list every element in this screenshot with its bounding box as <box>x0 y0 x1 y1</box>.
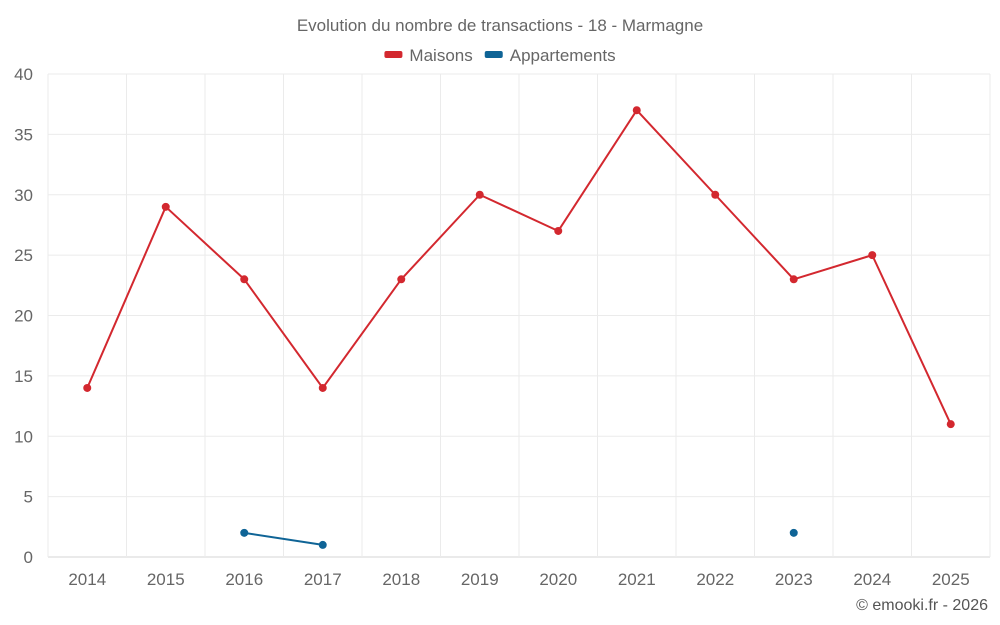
y-tick-label: 5 <box>24 488 33 507</box>
x-tick-label: 2025 <box>932 570 970 589</box>
legend-swatch <box>384 51 403 58</box>
legend-item-appartements: Appartements <box>484 46 616 65</box>
series-line <box>244 531 323 546</box>
data-point <box>240 275 249 284</box>
data-point <box>83 383 92 392</box>
legend-swatch <box>484 51 503 58</box>
data-point <box>711 190 720 199</box>
x-tick-label: 2024 <box>853 570 891 589</box>
series-line <box>86 109 952 425</box>
x-axis: 2014 2015 2016 2017 2018 2019 2020 2021 2022 2023… <box>68 570 969 589</box>
y-axis: 0 5 10 15 20 25 30 35 40 <box>14 65 33 567</box>
legend-label: Maisons <box>409 46 472 65</box>
x-tick-label: 2020 <box>539 570 577 589</box>
data-point <box>318 383 327 392</box>
x-tick-label: 2023 <box>775 570 813 589</box>
data-point <box>868 251 877 260</box>
legend: Maisons Appartements <box>384 46 616 65</box>
data-point <box>632 106 641 115</box>
y-tick-label: 30 <box>14 186 33 205</box>
chart-title: Evolution du nombre de transactions - 18… <box>297 16 703 35</box>
x-tick-label: 2014 <box>68 570 106 589</box>
y-tick-label: 35 <box>14 125 33 144</box>
x-tick-label: 2017 <box>304 570 342 589</box>
x-tick-label: 2021 <box>618 570 656 589</box>
x-tick-label: 2019 <box>461 570 499 589</box>
x-tick-label: 2022 <box>696 570 734 589</box>
x-tick-label: 2015 <box>147 570 185 589</box>
grid <box>47 73 991 558</box>
data-point <box>240 528 249 537</box>
legend-item-maisons: Maisons <box>384 46 473 65</box>
data-point <box>318 540 327 549</box>
data-point <box>475 190 484 199</box>
y-tick-label: 15 <box>14 367 33 386</box>
y-tick-label: 20 <box>14 307 33 326</box>
data-point <box>554 226 563 235</box>
x-tick-label: 2016 <box>225 570 263 589</box>
data-point <box>397 275 406 284</box>
data-point <box>946 420 955 429</box>
credit-text: © emooki.fr - 2026 <box>856 597 988 614</box>
data-point <box>161 202 170 211</box>
y-tick-label: 40 <box>14 65 33 84</box>
legend-label: Appartements <box>510 46 616 65</box>
data-point <box>789 275 798 284</box>
series-appartements <box>240 528 798 549</box>
series-maisons <box>83 106 955 429</box>
series-layer <box>83 106 955 549</box>
x-tick-label: 2018 <box>382 570 420 589</box>
y-tick-label: 0 <box>24 548 33 567</box>
data-point <box>789 528 798 537</box>
y-tick-label: 10 <box>14 427 33 446</box>
y-tick-label: 25 <box>14 246 33 265</box>
